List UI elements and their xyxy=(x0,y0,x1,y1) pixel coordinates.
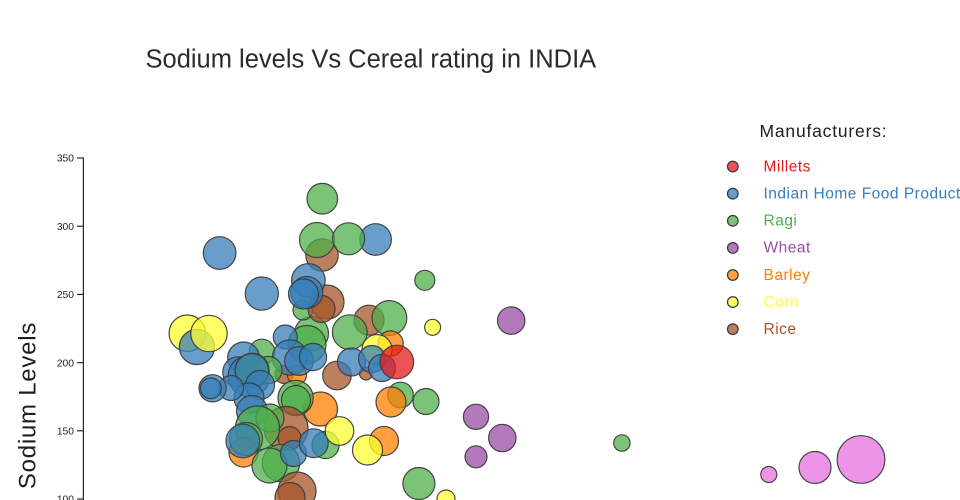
svg-text:350: 350 xyxy=(57,154,74,165)
svg-text:Sodium levels Vs Cereal rating: Sodium levels Vs Cereal rating in INDIA xyxy=(146,46,597,74)
svg-text:Corn: Corn xyxy=(764,294,800,311)
svg-text:300: 300 xyxy=(57,222,74,233)
svg-text:Indian Home Food Product: Indian Home Food Product xyxy=(764,186,960,203)
svg-text:Ragi: Ragi xyxy=(764,213,798,230)
svg-text:Sodium Levels: Sodium Levels xyxy=(15,322,42,489)
svg-text:250: 250 xyxy=(57,290,74,301)
svg-text:Millets: Millets xyxy=(764,158,811,175)
svg-text:Wheat: Wheat xyxy=(764,240,811,257)
svg-text:Barley: Barley xyxy=(764,267,811,284)
svg-text:200: 200 xyxy=(57,358,74,369)
svg-text:Rice: Rice xyxy=(764,321,797,338)
svg-text:100: 100 xyxy=(57,495,74,500)
svg-text:150: 150 xyxy=(57,427,74,438)
svg-text:Manufacturers:: Manufacturers: xyxy=(760,121,888,141)
